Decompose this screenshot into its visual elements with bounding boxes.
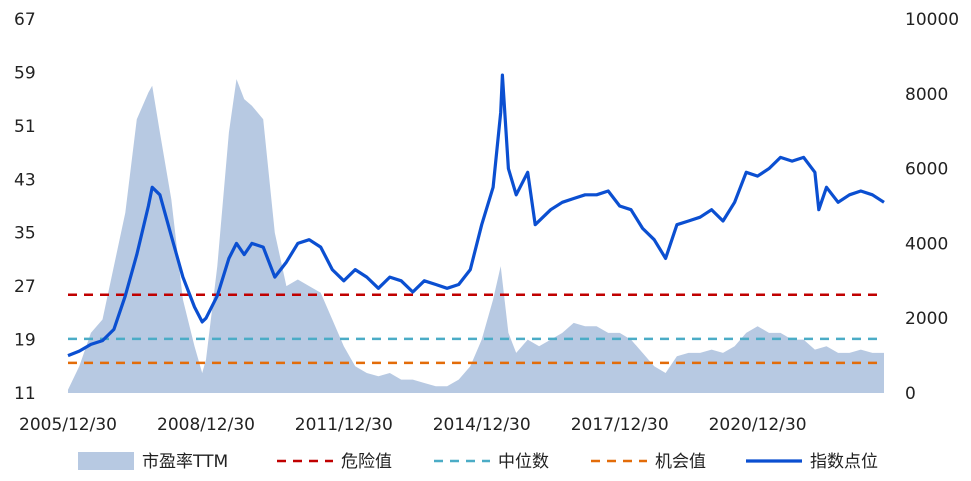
right-axis-tick-label: 0 bbox=[905, 384, 916, 404]
legend-label: 机会值 bbox=[655, 452, 706, 472]
legend-item-1: 市盈率TTM bbox=[78, 452, 228, 472]
left-axis-tick-label: 59 bbox=[14, 63, 36, 83]
x-axis-tick-label: 2020/12/30 bbox=[709, 415, 807, 435]
left-axis-tick-label: 43 bbox=[14, 170, 36, 190]
left-axis-tick-label: 67 bbox=[14, 10, 36, 30]
legend-label: 指数点位 bbox=[810, 452, 878, 472]
legend-label: 中位数 bbox=[498, 452, 549, 472]
legend-item-5: 指数点位 bbox=[746, 452, 878, 472]
legend-item-2: 危险值 bbox=[277, 452, 392, 472]
x-axis-tick-label: 2005/12/30 bbox=[19, 415, 117, 435]
legend-item-4: 机会值 bbox=[591, 452, 706, 472]
x-axis-tick-label: 2011/12/30 bbox=[295, 415, 393, 435]
legend-label: 市盈率TTM bbox=[142, 452, 228, 472]
right-axis-tick-label: 8000 bbox=[905, 85, 948, 105]
right-axis-tick-label: 4000 bbox=[905, 234, 948, 254]
left-axis-tick-label: 51 bbox=[14, 117, 36, 137]
x-axis-tick-label: 2017/12/30 bbox=[571, 415, 669, 435]
legend-item-3: 中位数 bbox=[434, 452, 549, 472]
legend-label: 危险值 bbox=[341, 452, 392, 472]
pe-ttm-area bbox=[68, 79, 884, 393]
right-axis-tick-label: 10000 bbox=[905, 10, 959, 30]
left-axis-tick-label: 19 bbox=[14, 331, 36, 351]
x-axis-tick-label: 2008/12/30 bbox=[157, 415, 255, 435]
left-axis-tick-label: 11 bbox=[14, 384, 36, 404]
index-line bbox=[67, 73, 885, 358]
legend-swatch bbox=[78, 452, 134, 470]
x-axis-tick-label: 2014/12/30 bbox=[433, 415, 531, 435]
left-axis-tick-label: 35 bbox=[14, 224, 36, 244]
right-axis-tick-label: 6000 bbox=[905, 160, 948, 180]
left-axis-tick-label: 27 bbox=[14, 277, 36, 297]
right-axis-tick-label: 2000 bbox=[905, 309, 948, 329]
